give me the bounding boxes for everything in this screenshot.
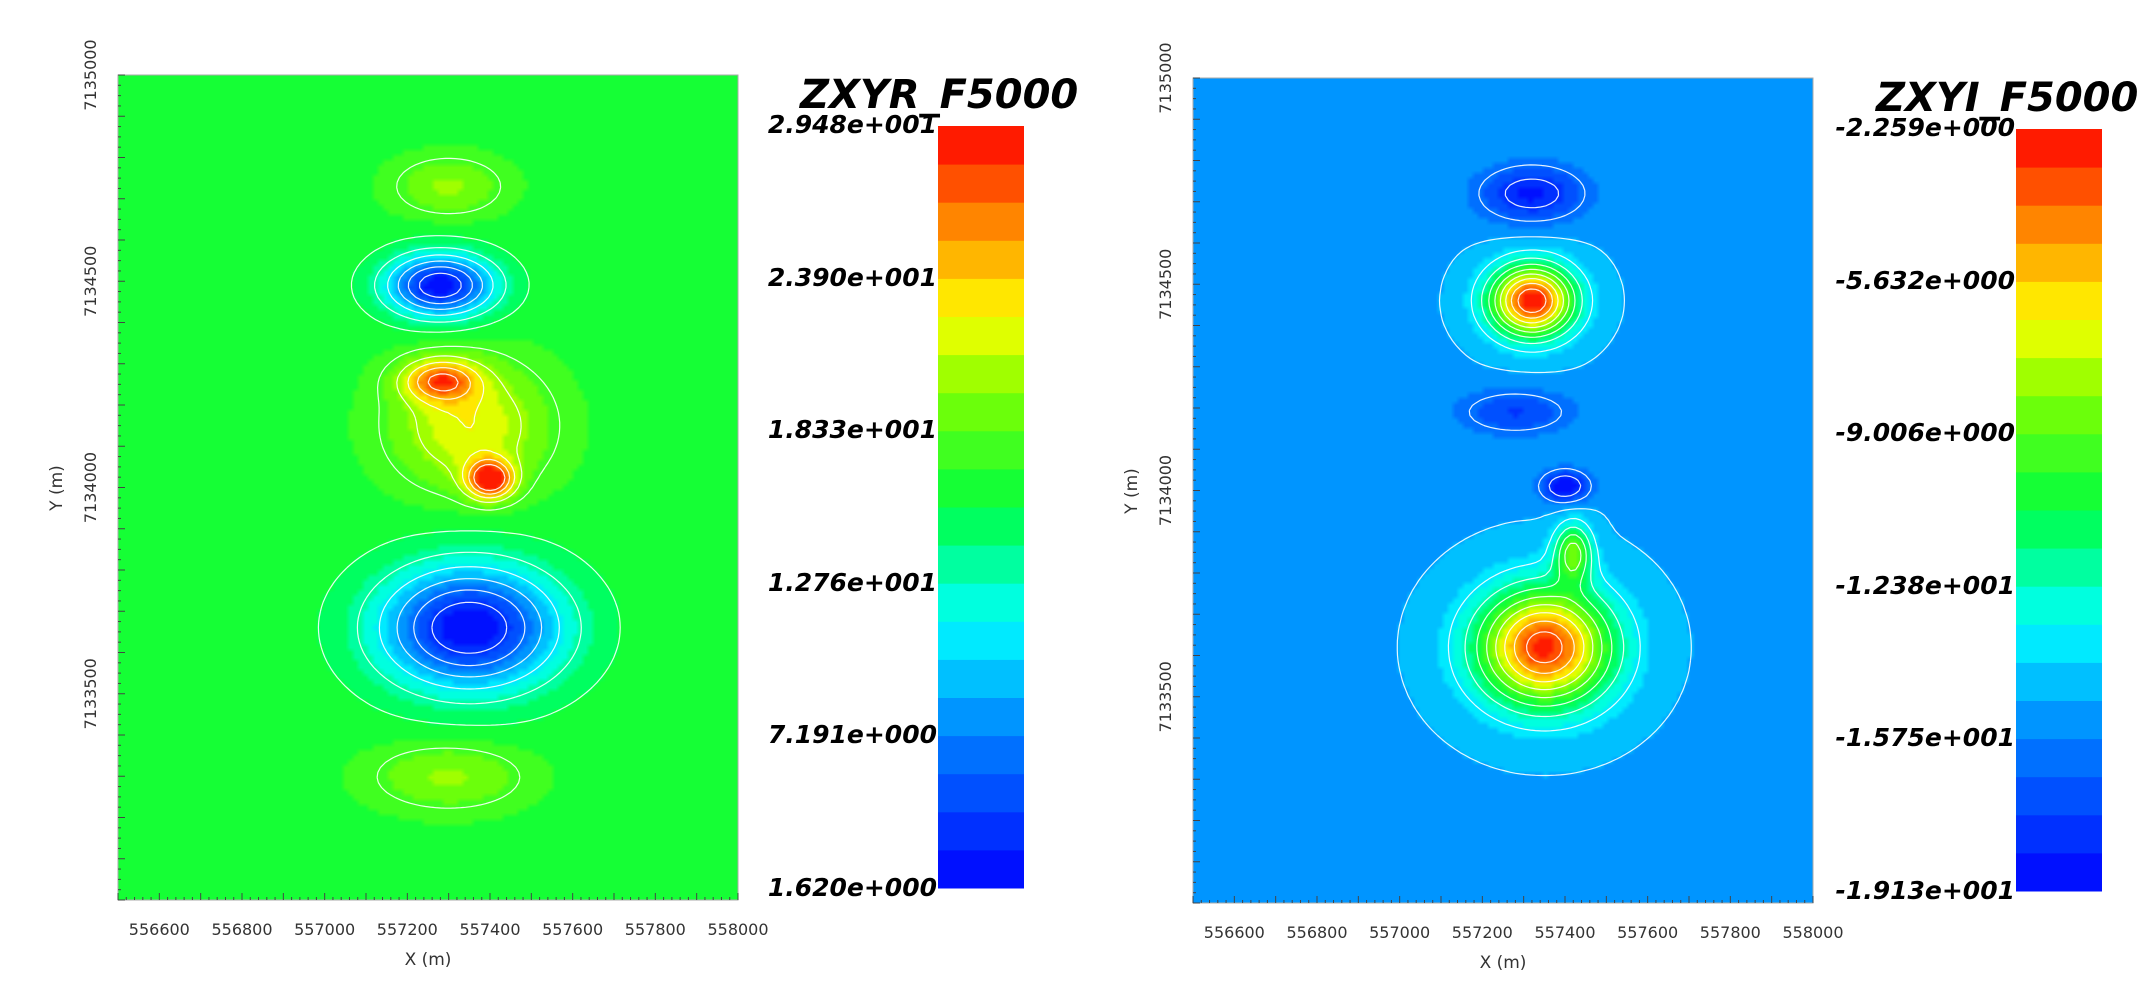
colorbar-band [2016, 853, 2102, 892]
colorbar-band [938, 393, 1024, 432]
colorbar-band [2016, 662, 2102, 701]
colorbar-bands-2 [2016, 129, 2102, 892]
colorbar-bands-1 [938, 126, 1024, 889]
x-tick-label: 557200 [377, 920, 438, 939]
colorbar-band [938, 278, 1024, 317]
y-axis-label-2: Y (m) [1122, 468, 1142, 515]
y-axis-label-1: Y (m) [47, 465, 67, 512]
colorbar-band [938, 736, 1024, 775]
chart-1: 556600 556800 557000 557200 557400 557600 5578… [47, 39, 1078, 970]
colorbar-label-2-4: -1.575e+001 [1835, 723, 2015, 752]
colorbar-band [2016, 434, 2102, 473]
colorbar-band [2016, 701, 2102, 740]
x-tick-label: 556800 [1286, 923, 1347, 942]
colorbar-band [938, 240, 1024, 279]
colorbar-band [938, 202, 1024, 241]
colorbar-band [2016, 586, 2102, 625]
colorbar-label-2-2: -9.006e+000 [1835, 418, 2015, 447]
colorbar-band [2016, 624, 2102, 663]
colorbar-band [2016, 205, 2102, 244]
x-tick-label: 557600 [542, 920, 603, 939]
colorbar-band [938, 431, 1024, 470]
colorbar-band [938, 355, 1024, 394]
colorbar-band [2016, 510, 2102, 549]
x-tick-label: 557600 [1617, 923, 1678, 942]
colorbar-label-1-2: 1.833e+001 [768, 415, 937, 444]
x-axis-label-1: X (m) [405, 950, 452, 970]
colorbar-band [938, 164, 1024, 203]
colorbar-label-2-1: -5.632e+000 [1835, 266, 2015, 295]
x-tick-label: 557800 [625, 920, 686, 939]
y-tick-label: 7133500 [81, 658, 100, 729]
colorbar-label-1-3: 1.276e+001 [768, 568, 937, 597]
colorbar-band [2016, 548, 2102, 587]
y-tick-label: 7134000 [81, 452, 100, 523]
contour-field-2 [1193, 78, 1813, 903]
colorbar-band [938, 659, 1024, 698]
y-tick-label: 7135000 [81, 39, 100, 110]
x-tick-label: 556800 [211, 920, 272, 939]
colorbar-label-2-0: -2.259e+000 [1835, 113, 2015, 142]
colorbar-band [938, 621, 1024, 660]
colorbar-band [938, 812, 1024, 851]
y-tick-label: 7134000 [1156, 455, 1175, 526]
x-tick-label: 556600 [129, 920, 190, 939]
colorbar-band [2016, 243, 2102, 282]
y-tick-label: 7133500 [1156, 661, 1175, 732]
colorbar-band [2016, 320, 2102, 359]
colorbar-band [2016, 167, 2102, 206]
colorbar-label-1-1: 2.390e+001 [768, 263, 937, 292]
colorbar-band [2016, 739, 2102, 778]
colorbar-band [2016, 358, 2102, 397]
y-tick-label: 7134500 [81, 246, 100, 317]
colorbar-band [938, 545, 1024, 584]
colorbar-label-1-0: 2.948e+001 [768, 110, 937, 139]
x-tick-label: 557400 [1534, 923, 1595, 942]
y-tick-label: 7134500 [1156, 249, 1175, 320]
colorbar-band [2016, 129, 2102, 168]
colorbar-band [2016, 815, 2102, 854]
x-tick-label: 556600 [1204, 923, 1265, 942]
colorbar-band [938, 850, 1024, 889]
x-tick-label: 557000 [1369, 923, 1430, 942]
x-tick-label: 557400 [459, 920, 520, 939]
colorbar-band [938, 583, 1024, 622]
x-tick-label: 558000 [1782, 923, 1843, 942]
colorbar-label-1-5: 1.620e+000 [768, 873, 937, 902]
y-tick-label: 7135000 [1156, 42, 1175, 113]
colorbar-band [938, 507, 1024, 546]
colorbar-band [2016, 396, 2102, 435]
x-tick-label: 557800 [1700, 923, 1761, 942]
colorbar-band [938, 774, 1024, 813]
colorbar-band [2016, 472, 2102, 511]
chart-2: 556600 556800 557000 557200 557400 557600 5578… [1122, 42, 2138, 973]
colorbar-label-2-5: -1.913e+001 [1835, 876, 2015, 905]
x-axis-label-2: X (m) [1480, 953, 1527, 973]
contour-field-1 [118, 75, 738, 900]
x-tick-label: 557000 [294, 920, 355, 939]
colorbar-band [2016, 281, 2102, 320]
colorbar-band [938, 469, 1024, 508]
colorbar-band [2016, 777, 2102, 816]
colorbar-band [938, 317, 1024, 356]
colorbar-label-1-4: 7.191e+000 [768, 720, 937, 749]
x-tick-label: 557200 [1452, 923, 1513, 942]
colorbar-band [938, 126, 1024, 165]
colorbar-band [938, 698, 1024, 737]
colorbar-label-2-3: -1.238e+001 [1835, 571, 2015, 600]
x-tick-label: 558000 [707, 920, 768, 939]
